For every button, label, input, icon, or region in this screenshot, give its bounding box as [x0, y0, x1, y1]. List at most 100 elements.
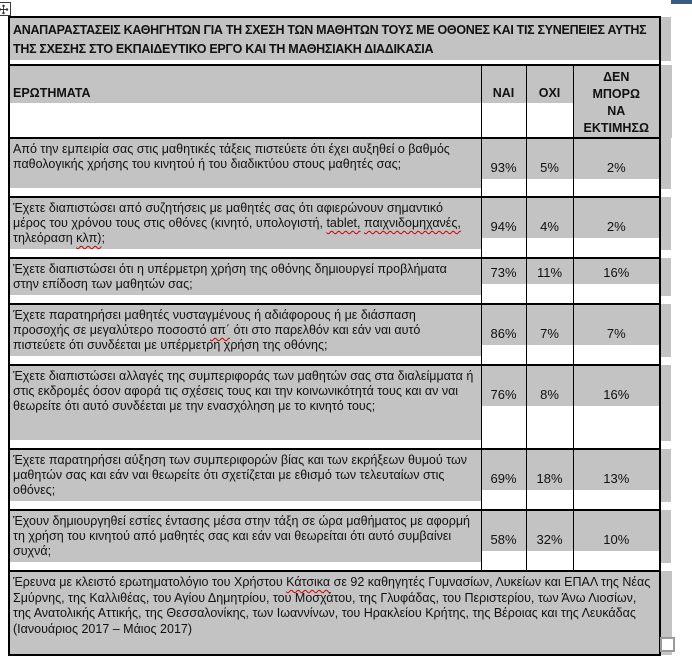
percent-value: 76%: [481, 366, 526, 406]
text-run: Έχουν δημιουργηθεί εστίες έντασης μέσα σ…: [13, 514, 470, 558]
shading-overhang: [660, 365, 672, 449]
cant-estimate-cell[interactable]: 10%: [572, 509, 661, 572]
questions-column-header[interactable]: ΕΡΩΤΗΜΑΤΑ: [8, 64, 482, 139]
percent-value: 11%: [526, 259, 573, 284]
yes-cell[interactable]: 73%: [480, 257, 527, 305]
source-note-cell[interactable]: Έρευνα με κλειστό ερωτηματολόγιο του Χρή…: [8, 570, 661, 656]
yes-cell[interactable]: 86%: [480, 303, 527, 366]
text-run: Έρευνα με κλειστό ερωτηματολόγιο του Χρή…: [13, 575, 287, 589]
question-cell[interactable]: Από την εμπειρία σας στις μαθητικές τάξε…: [8, 137, 482, 198]
percent-value: 5%: [526, 139, 573, 179]
text-run: τηλεόραση: [13, 231, 77, 245]
cant-estimate-cell[interactable]: 7%: [572, 303, 661, 366]
yes-column-header[interactable]: ΝΑΙ: [480, 64, 527, 139]
table-row: Έχουν δημιουργηθεί εστίες έντασης μέσα σ…: [8, 509, 672, 572]
text-run: Έχετε διαπιστώσει αλλαγές της συμπεριφορ…: [13, 369, 474, 413]
table-row: Έχετε διαπιστώσει αλλαγές της συμπεριφορ…: [8, 364, 672, 450]
question-cell[interactable]: Έχουν δημιουργηθεί εστίες έντασης μέσα σ…: [8, 509, 482, 572]
percent-value: 32%: [526, 511, 573, 551]
percent-value: 73%: [481, 259, 526, 284]
no-cell[interactable]: 32%: [525, 509, 574, 572]
cant-estimate-cell[interactable]: 2%: [572, 137, 661, 198]
percent-value: 86%: [481, 305, 526, 345]
table-title-cell[interactable]: ΑΝΑΠΑΡΑΣΤΑΣΕΙΣ ΚΑΘΗΓΗΤΩΝ ΓΙΑ ΤΗ ΣΧΕΣΗ ΤΩ…: [8, 16, 661, 66]
question-text: Έχετε διαπιστώσει ότι η υπέρμετρη χρήση …: [10, 259, 481, 295]
table-title: ΑΝΑΠΑΡΑΣΤΑΣΕΙΣ ΚΑΘΗΓΗΤΩΝ ΓΙΑ ΤΗ ΣΧΕΣΗ ΤΩ…: [13, 23, 647, 56]
cant-estimate-cell[interactable]: 2%: [572, 196, 661, 259]
percent-value: 4%: [526, 198, 573, 238]
no-cell[interactable]: 4%: [525, 196, 574, 259]
misspelled-text: Κάτσικα: [286, 575, 331, 589]
text-run: Έχετε διαπιστώσει από συζητήσεις με μαθη…: [13, 201, 443, 230]
percent-value: 7%: [526, 305, 573, 345]
no-cell[interactable]: 8%: [525, 364, 574, 450]
cant-estimate-cell[interactable]: 13%: [572, 448, 661, 511]
percent-value: 94%: [481, 198, 526, 238]
percent-value: 69%: [481, 450, 526, 490]
question-text: Έχουν δημιουργηθεί εστίες έντασης μέσα σ…: [10, 511, 481, 562]
question-text: Από την εμπειρία σας στις μαθητικές τάξε…: [10, 139, 481, 188]
percent-value: 2%: [573, 139, 659, 179]
misspelled-text: παιχνιδομηχανές,: [364, 216, 461, 230]
table-resize-handle[interactable]: [660, 637, 675, 652]
shading-overhang: [660, 571, 672, 655]
column-header-row: ΕΡΩΤΗΜΑΤΑ ΝΑΙ ΟΧΙ ΔΕΝ ΜΠΟΡΩ ΝΑ ΕΚΤΙΜΗΣΩ: [8, 64, 672, 139]
percent-value: 18%: [526, 450, 573, 490]
text-run: Έχετε παρατηρήσει αύξηση των συμπεριφορώ…: [13, 453, 467, 497]
text-run: ότι στο παρελθόν και εάν ναι αυτό πιστεύ…: [13, 323, 421, 352]
table-row: Από την εμπειρία σας στις μαθητικές τάξε…: [8, 137, 672, 198]
misspelled-text: tablet,: [326, 216, 361, 230]
cant-estimate-cell[interactable]: 16%: [572, 257, 661, 305]
percent-value: 93%: [481, 139, 526, 179]
question-text: Έχετε διαπιστώσει αλλαγές της συμπεριφορ…: [10, 366, 481, 440]
text-run: Έχετε διαπιστώσει ότι η υπέρμετρη χρήση …: [13, 262, 447, 291]
question-cell[interactable]: Έχετε διαπιστώσει από συζητήσεις με μαθη…: [8, 196, 482, 259]
text-run: σε 92 καθηγητές Γυμνασίων, Λυκείων και Ε…: [13, 575, 651, 636]
percent-value: 16%: [573, 259, 659, 284]
question-cell[interactable]: Έχετε διαπιστώσει αλλαγές της συμπεριφορ…: [8, 364, 482, 450]
table-body-rows: Από την εμπειρία σας στις μαθητικές τάξε…: [8, 137, 672, 572]
question-cell[interactable]: Έχετε διαπιστώσει ότι η υπέρμετρη χρήση …: [8, 257, 482, 305]
percent-value: 16%: [573, 366, 659, 406]
shading-overhang: [660, 65, 672, 138]
text-run: Έχετε παρατηρήσει μαθητές νυσταγμένους ή…: [13, 308, 416, 337]
percent-value: 8%: [526, 366, 573, 406]
misspelled-text: απ΄: [210, 323, 231, 337]
text-run: ;: [101, 231, 105, 245]
shading-overhang: [660, 197, 672, 258]
questions-header-label: ΕΡΩΤΗΜΑΤΑ: [10, 66, 481, 103]
shading-overhang: [660, 304, 672, 365]
question-text: Έχετε παρατηρήσει αύξηση των συμπεριφορώ…: [10, 450, 481, 501]
question-cell[interactable]: Έχετε παρατηρήσει αύξηση των συμπεριφορώ…: [8, 448, 482, 511]
question-cell[interactable]: Έχετε παρατηρήσει μαθητές νυσταγμένους ή…: [8, 303, 482, 366]
cant-estimate-column-header[interactable]: ΔΕΝ ΜΠΟΡΩ ΝΑ ΕΚΤΙΜΗΣΩ: [572, 64, 661, 139]
question-text: Έχετε παρατηρήσει μαθητές νυσταγμένους ή…: [10, 305, 481, 356]
corner-accent-bar: [671, 0, 692, 4]
table-move-handle[interactable]: [0, 2, 11, 16]
table-head-rows: ΑΝΑΠΑΡΑΣΤΑΣΕΙΣ ΚΑΘΗΓΗΤΩΝ ΓΙΑ ΤΗ ΣΧΕΣΗ ΤΩ…: [8, 16, 672, 139]
table-row: Έχετε διαπιστώσει ότι η υπέρμετρη χρήση …: [8, 257, 672, 305]
percent-value: 58%: [481, 511, 526, 551]
no-cell[interactable]: 7%: [525, 303, 574, 366]
shading-overhang: [660, 258, 672, 304]
yes-cell[interactable]: 58%: [480, 509, 527, 572]
shading-overhang: [660, 17, 672, 65]
no-cell[interactable]: 18%: [525, 448, 574, 511]
yes-header-label: ΝΑΙ: [481, 66, 526, 103]
source-note-text: Έρευνα με κλειστό ερωτηματολόγιο του Χρή…: [10, 572, 659, 654]
cant-estimate-cell[interactable]: 16%: [572, 364, 661, 450]
percent-value: 7%: [573, 305, 659, 345]
yes-cell[interactable]: 93%: [480, 137, 527, 198]
yes-cell[interactable]: 69%: [480, 448, 527, 511]
move-cross-icon: [0, 4, 9, 15]
misspelled-text: κλπ): [76, 231, 102, 245]
no-cell[interactable]: 11%: [525, 257, 574, 305]
no-column-header[interactable]: ΟΧΙ: [525, 64, 574, 139]
yes-cell[interactable]: 94%: [480, 196, 527, 259]
yes-cell[interactable]: 76%: [480, 364, 527, 450]
table-footer-rows: Έρευνα με κλειστό ερωτηματολόγιο του Χρή…: [8, 570, 672, 656]
shading-overhang: [660, 138, 672, 197]
no-cell[interactable]: 5%: [525, 137, 574, 198]
percent-value: 2%: [573, 198, 659, 238]
